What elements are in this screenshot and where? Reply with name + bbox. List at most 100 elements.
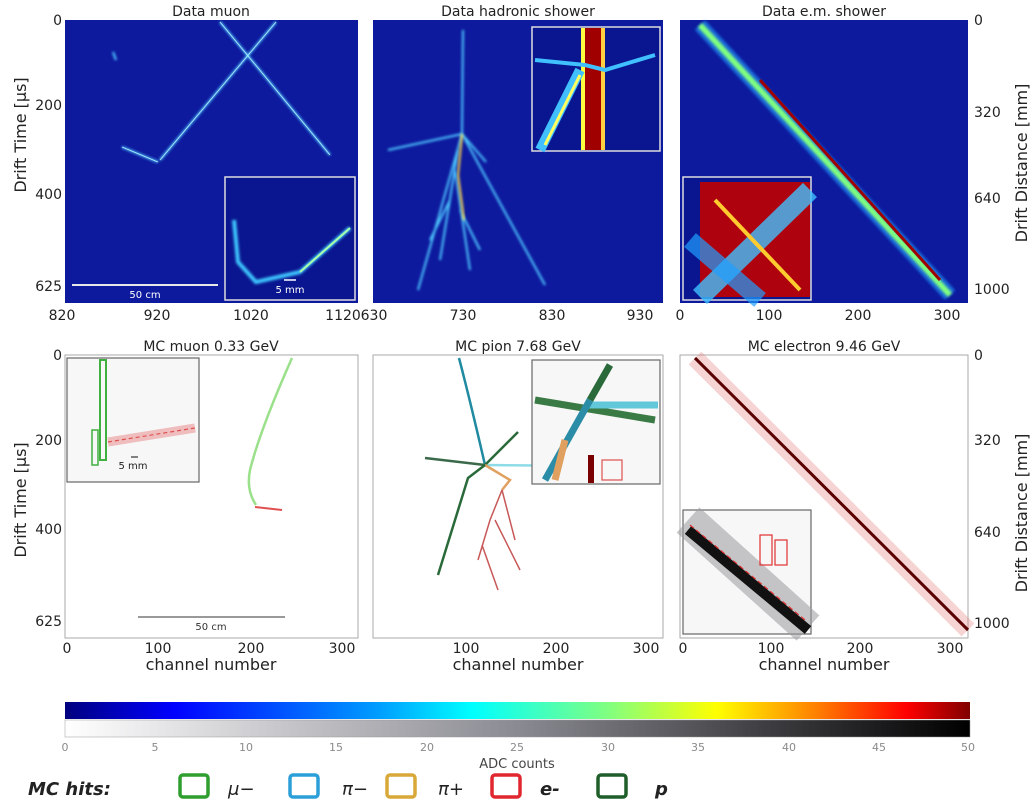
legend-item-pi-plus: π+ (385, 773, 464, 800)
inset-data-em (682, 176, 817, 307)
inset-mc-electron (676, 507, 820, 641)
mc-muon-track (247, 357, 294, 506)
panel-title: MC muon 0.33 GeV (143, 339, 279, 355)
x-tick: 930 (627, 308, 654, 324)
colorbar-tick: 35 (691, 741, 705, 754)
legend-swatch (490, 773, 522, 799)
panel-data-muon: 5 mm 50 cm Data muon (65, 4, 358, 303)
x-tick: 100 (453, 641, 480, 657)
colorbar-tick: 15 (329, 741, 343, 754)
x-tick: 200 (238, 641, 265, 657)
x-tick: 200 (845, 308, 872, 324)
y2-tick: 320 (974, 433, 1001, 449)
x-tick: 100 (758, 641, 785, 657)
legend-label: p (654, 779, 668, 800)
panel-title: Data e.m. shower (762, 4, 886, 20)
colorbar-tick: 25 (510, 741, 524, 754)
em-shower-core (758, 78, 942, 282)
panel-mc-muon: 5 mm 50 cm MC muon 0.33 GeV (64, 339, 359, 639)
inset-scale-label: 5 mm (275, 285, 304, 296)
right-y-ticks-bottom: 0 320 640 1000 (974, 348, 1010, 632)
x-tick: 830 (539, 308, 566, 324)
y2-tick: 0 (974, 348, 983, 364)
x-axis-labels: channel number channel number channel nu… (146, 655, 890, 674)
x-tick: 630 (361, 308, 388, 324)
y2-tick: 320 (974, 105, 1001, 121)
legend-item-pi-minus: π− (288, 773, 368, 800)
colorbar-tick: 20 (420, 741, 434, 754)
colorbar-ticks: 0 5 10 15 20 25 30 35 40 45 50 (62, 741, 976, 754)
legend: MC hits: μ− π− π+ e- p (28, 773, 668, 800)
panel-title: Data muon (172, 4, 250, 20)
y-tick: 625 (35, 279, 62, 295)
legend-swatch (288, 773, 320, 799)
panel-mc-electron: MC electron 9.46 GeV (676, 339, 975, 641)
y-tick: 200 (35, 98, 62, 114)
em-shower-body (697, 22, 953, 298)
y2-axis-label-top: Drift Distance [mm] (1012, 84, 1031, 243)
x-tick: 100 (145, 641, 172, 657)
y2-axis-label-bottom: Drift Distance [mm] (1012, 434, 1031, 593)
x-tick: 200 (847, 641, 874, 657)
muon-track-4 (111, 51, 118, 61)
y-tick: 625 (35, 614, 62, 630)
mc-electron-core (693, 356, 970, 632)
y2-tick: 1000 (974, 616, 1010, 632)
left-y-ticks-top: 0 200 400 625 (35, 13, 62, 295)
inset-mc-muon: 5 mm (66, 357, 200, 483)
x-tick: 300 (633, 641, 660, 657)
legend-swatch (596, 773, 628, 799)
legend-swatch (178, 773, 210, 799)
x-axis-label: channel number (453, 655, 584, 674)
y-axis-label-top: Drift Time [µs] (11, 77, 30, 192)
y-tick: 0 (53, 348, 62, 364)
inset-data-muon: 5 mm (224, 176, 356, 301)
y2-tick: 640 (974, 525, 1001, 541)
y-axis-label-bottom: Drift Time [µs] (11, 442, 30, 557)
x-axis-label: channel number (759, 655, 890, 674)
x-tick: 730 (450, 308, 477, 324)
x-tick: 100 (756, 308, 783, 324)
colorbar-tick: 50 (961, 741, 975, 754)
panel-title: MC electron 9.46 GeV (748, 339, 901, 355)
panel-data-em-shower: Data e.m. shower (680, 4, 968, 307)
x-tick: 300 (934, 308, 961, 324)
colorbar-tick: 10 (239, 741, 253, 754)
colorbar-tick: 5 (152, 741, 159, 754)
panel-mc-pion: MC pion 7.68 GeV (372, 339, 664, 639)
inset-mc-pion (531, 359, 661, 485)
x-ticks-bottom: 0 100 200 300 100 200 300 0 100 200 300 (63, 641, 964, 657)
panel-title: MC pion 7.68 GeV (455, 339, 581, 355)
y2-tick: 640 (974, 191, 1001, 207)
right-y-ticks-top: 0 320 640 1000 (974, 13, 1010, 298)
legend-label: π+ (438, 779, 464, 800)
scale-bar-label: 50 cm (195, 622, 226, 633)
inset-scale-label: 5 mm (118, 461, 147, 472)
scale-bar-label: 50 cm (129, 290, 160, 301)
legend-label: e- (540, 779, 560, 800)
x-tick: 300 (937, 641, 964, 657)
colorbar-tick: 0 (62, 741, 69, 754)
x-tick: 920 (144, 308, 171, 324)
x-axis-label: channel number (146, 655, 277, 674)
x-tick: 1120 (325, 308, 361, 324)
legend-title: MC hits: (28, 779, 111, 800)
legend-item-electron: e- (490, 773, 560, 800)
y-tick: 0 (53, 13, 62, 29)
x-tick: 0 (676, 308, 685, 324)
legend-item-proton: p (596, 773, 668, 800)
colorbar-label: ADC counts (479, 757, 555, 772)
colorbar-jet (65, 702, 970, 719)
colorbar: 0 5 10 15 20 25 30 35 40 45 50 ADC count… (62, 702, 976, 772)
panel-data-hadronic-shower: Data hadronic shower (373, 4, 663, 303)
left-y-ticks-bottom: 0 200 400 625 (35, 348, 62, 630)
y-tick: 400 (35, 187, 62, 203)
x-tick: 1020 (233, 308, 269, 324)
x-tick: 0 (63, 641, 72, 657)
colorbar-tick: 45 (872, 741, 886, 754)
panel-title: Data hadronic shower (441, 4, 595, 20)
colorbar-tick: 30 (601, 741, 615, 754)
colorbar-tick: 40 (782, 741, 796, 754)
x-tick: 300 (329, 641, 356, 657)
y-tick: 400 (35, 522, 62, 538)
